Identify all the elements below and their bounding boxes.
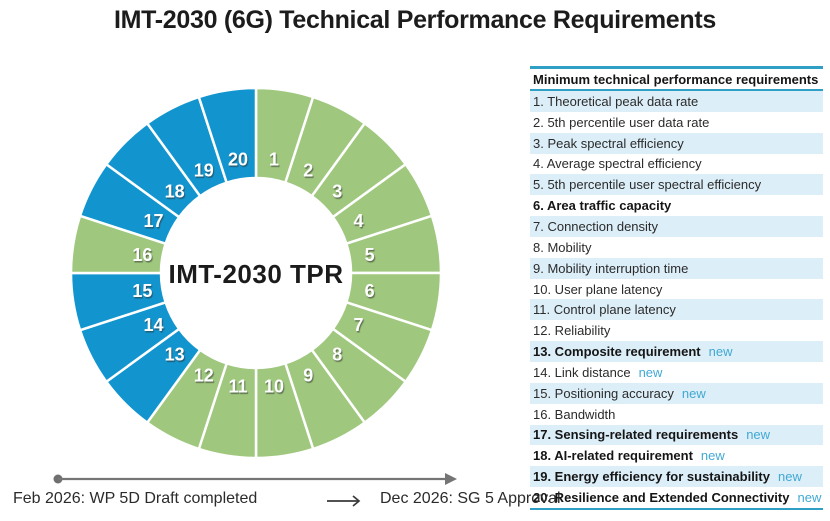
requirement-label: 5. 5th percentile user spectral efficien… [533,177,762,193]
list-item-8: 8. Mobility [530,237,823,258]
donut-segment-number-10: 10 [264,377,284,397]
donut-segment-number-6: 6 [365,281,375,301]
requirement-label: 18. AI-related requirement [533,448,693,464]
list-item-1: 1. Theoretical peak data rate [530,91,823,112]
donut-center-label: IMT-2030 TPR [168,259,343,289]
requirement-label: 17. Sensing-related requirements [533,427,739,443]
list-item-18: 18. AI-related requirement new [530,445,823,466]
donut-segment-number-14: 14 [143,315,163,335]
requirement-label: 12. Reliability [533,323,611,339]
requirement-label: 11. Control plane latency [533,302,676,318]
donut-segment-number-19: 19 [194,161,214,181]
donut-segment-number-18: 18 [165,182,185,202]
requirement-label: 7. Connection density [533,218,659,234]
list-item-16: 16. Bandwidth [530,404,823,425]
timeline-axis [53,473,457,485]
new-badge: new [681,385,706,401]
donut-segment-number-13: 13 [165,344,185,364]
list-item-4: 4. Average spectral efficiency [530,154,823,175]
panel-header-rule [530,89,823,91]
list-item-19: 19. Energy efficiency for sustainability… [530,466,823,488]
requirement-label: 19. Energy efficiency for sustainability [533,469,770,485]
requirement-label: 8. Mobility [533,239,592,255]
new-badge: new [638,364,663,380]
donut-segment-number-1: 1 [269,149,279,169]
list-item-11: 11. Control plane latency [530,299,823,321]
donut-segment-number-2: 2 [303,161,313,181]
requirement-label: 9. Mobility interruption time [533,260,689,276]
requirement-label: 1. Theoretical peak data rate [533,93,699,109]
timeline-labels: Feb 2026: WP 5D Draft completed Dec 2026… [0,490,561,514]
requirement-label: 10. User plane latency [533,281,663,297]
donut-chart: IMT-2030 TPR 123456789101112131415161718… [69,86,443,460]
donut-segment-number-17: 17 [143,211,163,231]
donut-segment-number-15: 15 [132,281,152,301]
new-badge: new [700,448,725,464]
list-item-12: 12. Reliability [530,320,823,341]
donut-segment-number-16: 16 [132,245,152,265]
new-badge: new [777,469,802,485]
requirement-label: 2. 5th percentile user data rate [533,114,710,130]
donut-segment-number-3: 3 [332,182,342,202]
new-badge: new [746,427,771,443]
panel-header: Minimum technical performance requiremen… [533,71,819,87]
timeline-left-label: Feb 2026: WP 5D Draft completed [13,490,258,507]
requirement-label: 20. Resilience and Extended Connectivity [533,489,790,505]
panel-bottom-rule [530,507,823,510]
requirements-list: 1. Theoretical peak data rate 2. 5th perc… [530,91,823,508]
page-title: IMT-2030 (6G) Technical Performance Requ… [113,6,716,34]
requirements-panel: Minimum technical performance requiremen… [530,66,823,510]
list-item-20: 20. Resilience and Extended Connectivity… [530,487,823,508]
requirement-label: 15. Positioning accuracy [533,385,674,401]
requirement-label: 16. Bandwidth [533,406,616,422]
list-item-9: 9. Mobility interruption time [530,257,823,279]
donut-segment-number-9: 9 [303,366,313,386]
list-item-14: 14. Link distance new [530,362,823,383]
donut-segment-number-7: 7 [353,315,363,335]
arrow-right-icon [326,494,362,512]
list-item-13: 13. Composite requirement new [530,341,823,362]
donut-segment-number-11: 11 [228,377,247,397]
new-badge: new [708,344,733,360]
timeline-right-label: Dec 2026: SG 5 Approval [380,490,561,507]
donut-segment-number-20: 20 [228,149,248,169]
list-item-7: 7. Connection density [530,216,823,237]
panel-top-rule [530,66,823,69]
new-badge: new [797,489,822,505]
requirement-label: 14. Link distance [533,364,631,380]
requirement-label: 4. Average spectral efficiency [533,156,702,172]
list-item-3: 3. Peak spectral efficiency [530,132,823,154]
list-item-2: 2. 5th percentile user data rate [530,112,823,133]
list-item-5: 5. 5th percentile user spectral efficien… [530,174,823,196]
list-item-17: 17. Sensing-related requirements new [530,424,823,446]
donut-segment-number-8: 8 [332,344,342,364]
donut-segment-number-12: 12 [194,366,214,386]
list-item-6: 6. Area traffic capacity [530,195,823,216]
list-item-10: 10. User plane latency [530,279,823,300]
timeline-arrowhead-icon [445,473,457,485]
list-item-15: 15. Positioning accuracy new [530,382,823,404]
requirement-label: 3. Peak spectral efficiency [533,135,684,151]
requirement-label: 13. Composite requirement [533,344,701,360]
donut-segment-number-5: 5 [365,245,375,265]
donut-segment-20 [197,86,258,185]
donut-segment-number-4: 4 [353,211,363,231]
requirement-label: 6. Area traffic capacity [533,198,672,214]
